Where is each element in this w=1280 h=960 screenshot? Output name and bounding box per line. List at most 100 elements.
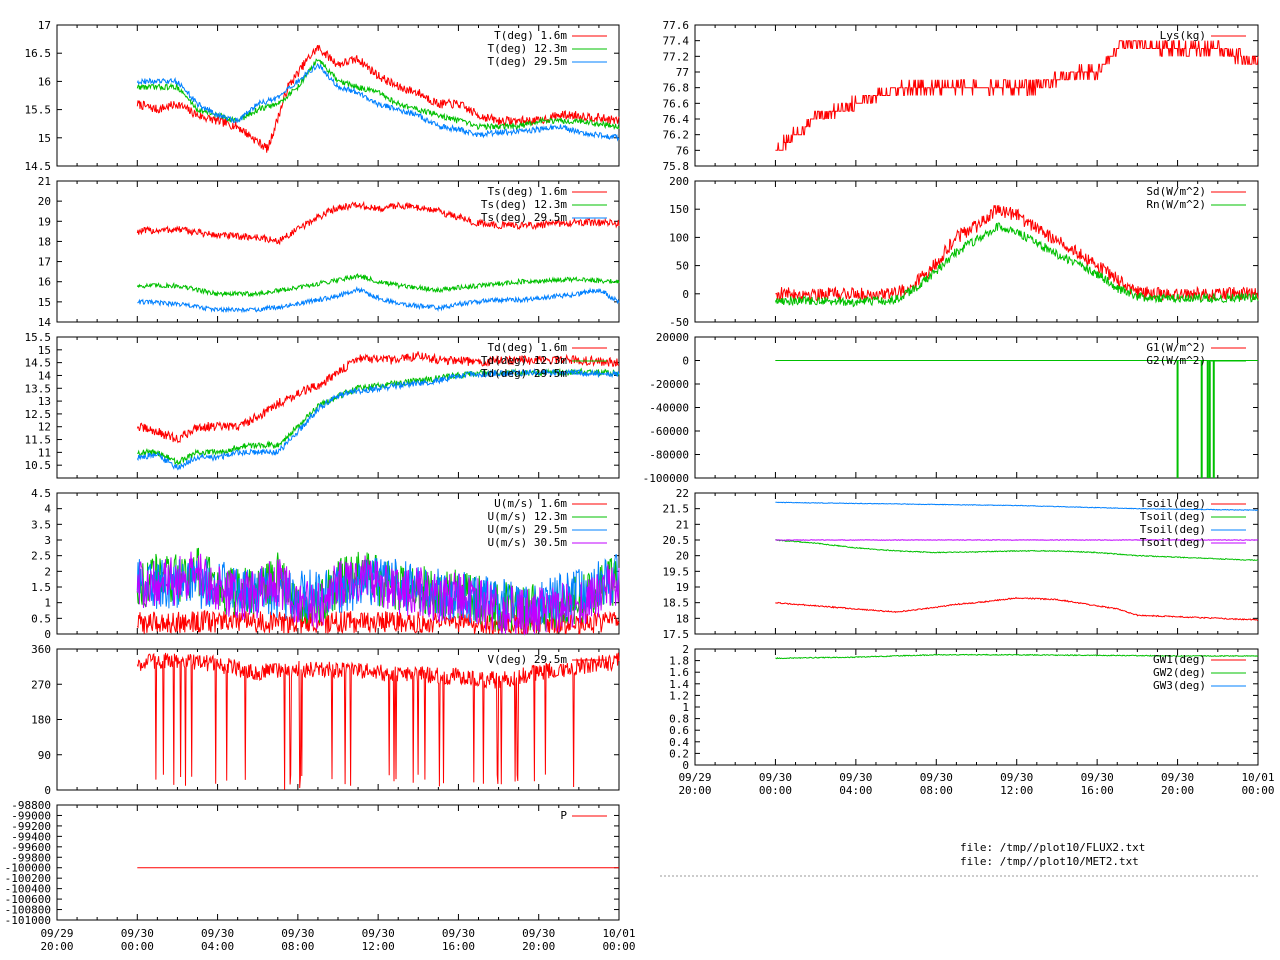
y-tick-label: 76.4 bbox=[663, 113, 690, 126]
x-tick-label-time: 04:00 bbox=[201, 940, 234, 953]
y-tick-label: 16 bbox=[38, 276, 51, 289]
x-tick-label-date: 09/29 bbox=[678, 771, 711, 784]
y-tick-label: -99000 bbox=[11, 809, 51, 822]
x-tick-label-date: 09/30 bbox=[281, 927, 314, 940]
panel-Rad: -50 0 50 100 150 200 Sd(W/m^2)Rn(W/m^2) bbox=[669, 175, 1259, 329]
series-line bbox=[775, 596, 1259, 621]
y-tick-label: 4.5 bbox=[31, 487, 51, 500]
series-line bbox=[775, 539, 1258, 541]
legend-label: T(deg) 29.5m bbox=[488, 55, 568, 68]
y-tick-label: 22 bbox=[676, 487, 689, 500]
y-tick-label: 15.5 bbox=[25, 331, 52, 344]
y-tick-label: 17 bbox=[38, 19, 51, 32]
y-tick-label: 0 bbox=[44, 628, 51, 641]
y-tick-label: 0 bbox=[44, 784, 51, 797]
y-tick-label: -99200 bbox=[11, 820, 51, 833]
series-line bbox=[136, 200, 620, 246]
legend-label: Rn(W/m^2) bbox=[1146, 198, 1206, 211]
series-line bbox=[136, 652, 620, 790]
y-tick-label: 15.5 bbox=[25, 104, 52, 117]
legend-label: Ts(deg) 29.5m bbox=[481, 211, 567, 224]
y-tick-label: -98800 bbox=[11, 799, 51, 812]
y-tick-label: 20000 bbox=[656, 331, 689, 344]
legend-label: GW3(deg) bbox=[1153, 679, 1206, 692]
y-tick-label: 21.5 bbox=[663, 503, 690, 516]
y-tick-label: 1.5 bbox=[31, 581, 51, 594]
y-tick-label: 20.5 bbox=[663, 534, 690, 547]
x-tick-label-time: 00:00 bbox=[1241, 784, 1274, 797]
y-tick-label: 11.5 bbox=[25, 434, 52, 447]
y-tick-label: 1.2 bbox=[669, 689, 689, 702]
y-tick-label: -99600 bbox=[11, 841, 51, 854]
x-tick-label-date: 09/30 bbox=[201, 927, 234, 940]
legend-label: T(deg) 12.3m bbox=[488, 42, 568, 55]
y-tick-label: 12 bbox=[38, 421, 51, 434]
y-tick-label: 0.4 bbox=[669, 736, 689, 749]
y-tick-label: 50 bbox=[676, 260, 689, 273]
y-tick-label: -100400 bbox=[5, 883, 51, 896]
x-tick-label-date: 09/30 bbox=[362, 927, 395, 940]
series-line bbox=[775, 653, 1259, 660]
panel-P: -101000-100800-100600-100400-100200-1000… bbox=[5, 799, 620, 927]
y-tick-label: 14 bbox=[38, 369, 52, 382]
series-line bbox=[136, 351, 620, 444]
x-tick-label-time: 12:00 bbox=[362, 940, 395, 953]
x-tick-label-time: 00:00 bbox=[121, 940, 154, 953]
file-label-met: file: /tmp//plot10/MET2.txt bbox=[960, 855, 1139, 868]
legend-label: Tsoil(deg) bbox=[1140, 497, 1206, 510]
series-line bbox=[775, 501, 1259, 512]
legend-label: Td(deg) 1.6m bbox=[488, 341, 568, 354]
legend-label: U(m/s) 12.3m bbox=[488, 510, 568, 523]
y-tick-label: 14.5 bbox=[25, 357, 52, 370]
y-tick-label: 11 bbox=[38, 446, 51, 459]
y-tick-label: 3 bbox=[44, 534, 51, 547]
y-tick-label: 75.8 bbox=[663, 160, 690, 173]
y-tick-label: 270 bbox=[31, 678, 51, 691]
x-tick-label-time: 08:00 bbox=[281, 940, 314, 953]
x-tick-label-time: 04:00 bbox=[839, 784, 872, 797]
y-tick-label: 200 bbox=[669, 175, 689, 188]
x-tick-label-time: 20:00 bbox=[40, 940, 73, 953]
y-tick-label: -50 bbox=[669, 316, 689, 329]
x-tick-label-date: 09/30 bbox=[759, 771, 792, 784]
y-tick-label: 4 bbox=[44, 503, 51, 516]
panel-Wdir: 0 90 180 270 360 V(deg) 29.5m bbox=[31, 643, 620, 797]
y-tick-label: -100200 bbox=[5, 872, 51, 885]
y-tick-label: 150 bbox=[669, 203, 689, 216]
legend-label: Tsoil(deg) bbox=[1140, 523, 1206, 536]
y-tick-label: -100600 bbox=[5, 893, 51, 906]
y-tick-label: 21 bbox=[676, 518, 689, 531]
y-tick-label: 76.6 bbox=[663, 97, 690, 110]
y-tick-label: -100000 bbox=[643, 472, 689, 485]
y-tick-label: 17 bbox=[38, 256, 51, 269]
y-tick-label: -100000 bbox=[5, 862, 51, 875]
legend-label: Ts(deg) 1.6m bbox=[488, 185, 568, 198]
series-line bbox=[775, 40, 1259, 151]
x-tick-label-date: 09/30 bbox=[442, 927, 475, 940]
x-tick-label-date: 09/30 bbox=[839, 771, 872, 784]
y-tick-label: 1.6 bbox=[669, 666, 689, 679]
x-tick-label-time: 20:00 bbox=[678, 784, 711, 797]
legend-label: GW2(deg) bbox=[1153, 666, 1206, 679]
panel-T: 14.5 15 15.5 16 16.5 17 T(deg) 1.6mT(deg) 12.3… bbox=[25, 19, 620, 173]
y-tick-label: 1.8 bbox=[669, 655, 689, 668]
x-tick-label-time: 16:00 bbox=[1081, 784, 1114, 797]
y-tick-label: 17.5 bbox=[663, 628, 690, 641]
series-line bbox=[137, 367, 620, 466]
x-tick-label-time: 08:00 bbox=[920, 784, 953, 797]
series-line bbox=[136, 273, 620, 298]
x-axis-labels-left: 09/2920:0009/3000:0009/3004:0009/3008:00… bbox=[40, 927, 635, 953]
y-tick-label: 0.8 bbox=[669, 713, 689, 726]
series-line bbox=[136, 551, 620, 636]
legend-label: G2(W/m^2) bbox=[1146, 354, 1206, 367]
y-tick-label: 14.5 bbox=[25, 160, 52, 173]
panel-GW: 00.20.40.60.811.21.41.61.82 GW1(deg)GW2(d… bbox=[669, 643, 1259, 772]
y-tick-label: 1 bbox=[682, 701, 689, 714]
legend-label: Td(deg) 29.5m bbox=[481, 367, 567, 380]
y-tick-label: -101000 bbox=[5, 914, 51, 927]
panel-U: 0 0.5 1 1.5 2 2.5 3 3.5 4 4.5 U(m/s) 1.6mU(m/s) 12… bbox=[31, 487, 620, 641]
file-label-flux: file: /tmp//plot10/FLUX2.txt bbox=[960, 841, 1145, 854]
y-tick-label: 18.5 bbox=[663, 597, 690, 610]
